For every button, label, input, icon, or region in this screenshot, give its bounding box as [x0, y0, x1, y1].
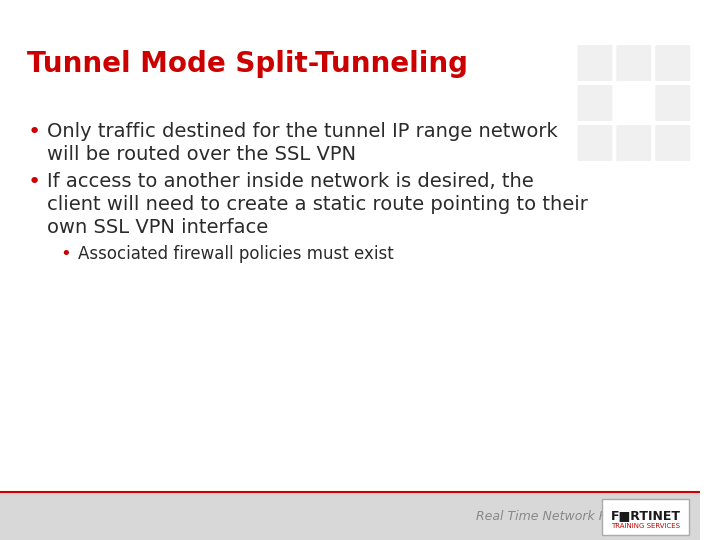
Text: If access to another inside network is desired, the: If access to another inside network is d… [47, 172, 534, 191]
Text: •: • [27, 172, 40, 192]
Text: own SSL VPN interface: own SSL VPN interface [47, 218, 268, 237]
FancyBboxPatch shape [655, 125, 690, 161]
Text: Real Time Network Protection: Real Time Network Protection [477, 510, 662, 523]
FancyBboxPatch shape [602, 499, 689, 535]
FancyBboxPatch shape [577, 125, 613, 161]
FancyBboxPatch shape [616, 45, 652, 81]
Text: Only traffic destined for the tunnel IP range network: Only traffic destined for the tunnel IP … [47, 122, 557, 141]
FancyBboxPatch shape [616, 125, 652, 161]
Text: •: • [60, 245, 71, 263]
Text: Associated firewall policies must exist: Associated firewall policies must exist [78, 245, 394, 263]
Text: F■RTINET: F■RTINET [611, 510, 680, 523]
Text: TRAINING SERVICES: TRAINING SERVICES [611, 523, 680, 529]
FancyBboxPatch shape [577, 45, 613, 81]
FancyBboxPatch shape [0, 492, 700, 540]
FancyBboxPatch shape [655, 85, 690, 121]
Text: will be routed over the SSL VPN: will be routed over the SSL VPN [47, 145, 356, 164]
FancyBboxPatch shape [577, 85, 613, 121]
FancyBboxPatch shape [655, 45, 690, 81]
Text: client will need to create a static route pointing to their: client will need to create a static rout… [47, 195, 588, 214]
Text: •: • [27, 122, 40, 142]
Text: Tunnel Mode Split-Tunneling: Tunnel Mode Split-Tunneling [27, 50, 468, 78]
